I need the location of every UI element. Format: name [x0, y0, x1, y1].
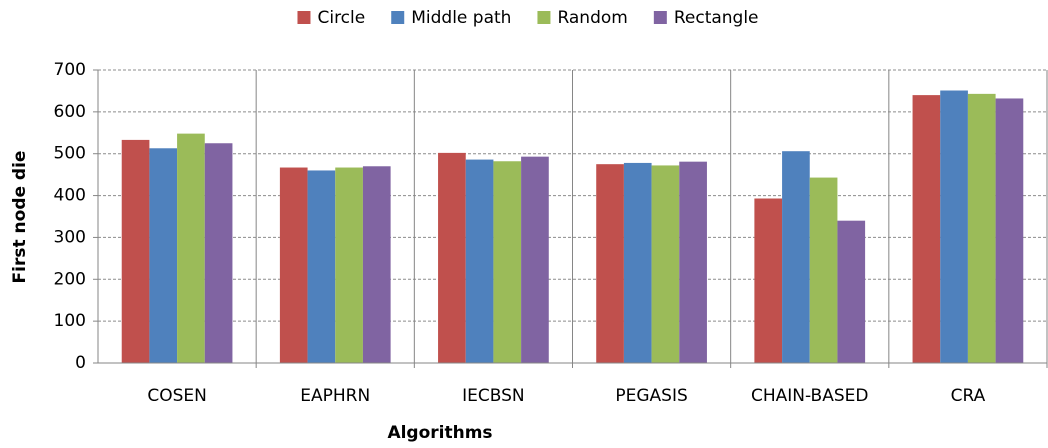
bar	[596, 164, 624, 363]
legend-label: Circle	[317, 8, 365, 28]
bar	[967, 93, 996, 363]
bar	[493, 161, 522, 363]
x-tick-label: IECBSN	[462, 386, 525, 406]
legend-swatch	[391, 11, 405, 24]
bar	[521, 156, 549, 363]
bar	[809, 177, 838, 363]
bar	[465, 159, 494, 363]
legend-swatch	[297, 11, 311, 24]
bar	[623, 162, 652, 363]
y-tick-label: 600	[54, 102, 86, 122]
x-tick-label: COSEN	[147, 386, 207, 406]
x-tick-label: CHAIN-BASED	[751, 386, 868, 406]
bar	[679, 161, 707, 363]
legend-swatch	[537, 11, 551, 24]
y-tick-label: 500	[54, 144, 86, 164]
y-tick-label: 700	[54, 60, 86, 80]
bar	[651, 165, 680, 363]
x-tick-label: CRA	[951, 386, 986, 406]
bar	[438, 152, 466, 363]
legend: Circle Middle path Random Rectangle	[297, 8, 759, 28]
bar	[121, 139, 150, 363]
bar	[912, 95, 941, 363]
bar	[335, 167, 363, 363]
bar	[940, 90, 968, 363]
bar	[362, 166, 391, 363]
x-tick-label: EAPHRN	[300, 386, 370, 406]
legend-label: Rectangle	[674, 8, 759, 28]
bar	[837, 220, 866, 363]
bar	[307, 170, 336, 363]
legend-swatch	[653, 11, 667, 24]
y-tick-label: 300	[54, 227, 86, 247]
x-tick-label: PEGASIS	[615, 386, 687, 406]
y-tick-label: 400	[54, 186, 86, 206]
legend-label: Middle path	[411, 8, 511, 28]
y-tick-label: 200	[54, 269, 86, 289]
y-axis-label: First node die	[10, 151, 30, 284]
bar	[279, 167, 308, 363]
bar	[995, 98, 1024, 363]
bar	[754, 198, 783, 363]
y-tick-label: 0	[75, 353, 86, 373]
bar	[149, 148, 178, 363]
bar	[177, 133, 205, 363]
bar	[204, 143, 233, 363]
legend-label: Random	[557, 8, 627, 28]
y-tick-label: 100	[54, 311, 86, 331]
x-axis-label: Algorithms	[387, 423, 492, 443]
bar	[782, 151, 810, 363]
